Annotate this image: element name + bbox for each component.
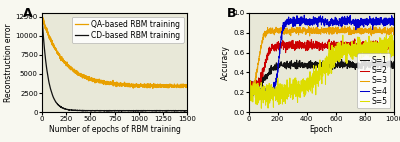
S=5: [259, 107, 264, 109]
S=4: [276, 62, 281, 64]
X-axis label: Number of epochs of RBM training: Number of epochs of RBM training: [49, 125, 181, 134]
S=4: [249, 96, 254, 97]
S=2: [247, 89, 252, 90]
QA-based RBM training: [122, 84, 127, 86]
S=1: [246, 85, 251, 87]
S=3: [248, 91, 252, 93]
S=1: [276, 65, 281, 67]
S=5: [389, 34, 394, 35]
S=4: [385, 19, 390, 20]
S=3: [246, 91, 251, 93]
S=3: [385, 31, 390, 33]
Line: S=1: S=1: [248, 59, 394, 89]
S=5: [276, 91, 281, 93]
S=2: [365, 45, 370, 46]
Y-axis label: Reconstruction error: Reconstruction error: [4, 23, 12, 102]
S=4: [360, 23, 364, 24]
S=3: [255, 69, 260, 70]
CD-based RBM training: [107, 110, 112, 111]
Legend: S=1, S=2, S=3, S=4, S=5: S=1, S=2, S=3, S=4, S=5: [357, 53, 390, 108]
Text: B: B: [227, 7, 236, 20]
QA-based RBM training: [102, 83, 106, 85]
QA-based RBM training: [104, 81, 109, 82]
CD-based RBM training: [57, 105, 62, 107]
QA-based RBM training: [107, 81, 112, 83]
S=1: [360, 64, 364, 66]
S=2: [276, 44, 281, 46]
S=1: [392, 65, 396, 67]
S=3: [276, 32, 281, 34]
S=5: [365, 43, 370, 45]
QA-based RBM training: [57, 55, 62, 57]
Y-axis label: Accuracy: Accuracy: [221, 45, 230, 80]
Text: A: A: [23, 7, 33, 20]
S=5: [392, 48, 396, 49]
S=2: [360, 48, 364, 50]
S=5: [360, 44, 364, 46]
S=1: [375, 66, 380, 68]
S=1: [339, 59, 344, 60]
QA-based RBM training: [150, 87, 155, 89]
Line: S=3: S=3: [248, 26, 394, 92]
S=2: [385, 43, 390, 45]
S=2: [375, 48, 380, 50]
QA-based RBM training: [185, 84, 190, 85]
S=4: [302, 14, 307, 16]
S=4: [255, 91, 260, 93]
Legend: QA-based RBM training, CD-based RBM training: QA-based RBM training, CD-based RBM trai…: [72, 17, 184, 43]
CD-based RBM training: [102, 110, 106, 112]
S=3: [375, 28, 380, 30]
S=4: [365, 21, 370, 22]
S=5: [375, 58, 380, 60]
S=1: [255, 85, 260, 87]
S=3: [392, 31, 396, 32]
QA-based RBM training: [51, 45, 56, 47]
S=4: [392, 22, 396, 24]
CD-based RBM training: [92, 110, 97, 112]
S=3: [306, 25, 311, 27]
S=2: [246, 83, 251, 85]
S=2: [352, 38, 357, 40]
S=4: [246, 90, 251, 92]
S=4: [375, 22, 380, 23]
S=3: [360, 29, 364, 30]
Line: CD-based RBM training: CD-based RBM training: [42, 18, 188, 111]
S=3: [365, 31, 370, 33]
S=1: [249, 89, 254, 90]
S=2: [392, 41, 396, 43]
Line: S=4: S=4: [248, 15, 394, 96]
CD-based RBM training: [40, 17, 44, 19]
QA-based RBM training: [40, 15, 44, 17]
CD-based RBM training: [51, 96, 56, 98]
CD-based RBM training: [185, 110, 190, 112]
X-axis label: Epoch: Epoch: [310, 125, 333, 134]
S=5: [255, 96, 260, 97]
S=1: [365, 65, 370, 66]
QA-based RBM training: [40, 17, 44, 19]
Line: S=2: S=2: [248, 39, 394, 90]
S=1: [385, 64, 390, 66]
CD-based RBM training: [122, 110, 127, 112]
S=5: [385, 45, 390, 47]
S=5: [246, 102, 251, 104]
Line: S=5: S=5: [248, 34, 394, 108]
CD-based RBM training: [104, 110, 109, 111]
S=2: [255, 86, 260, 88]
Line: QA-based RBM training: QA-based RBM training: [42, 16, 188, 88]
